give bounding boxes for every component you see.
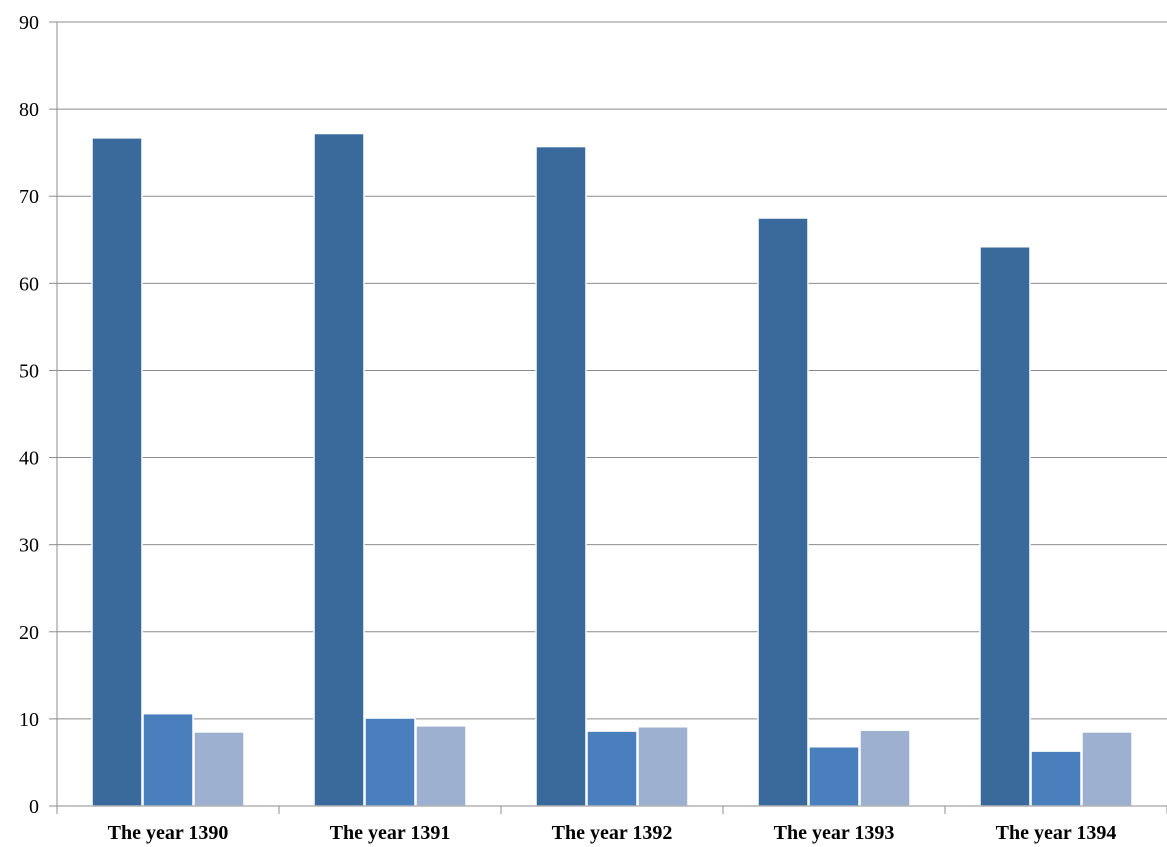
y-tick-label: 10 bbox=[19, 709, 39, 731]
y-tick-labels: 0 10 20 30 40 50 60 70 80 90 bbox=[19, 12, 39, 818]
bar bbox=[193, 731, 245, 807]
y-tick-label: 90 bbox=[19, 12, 39, 34]
x-category-label: The year 1391 bbox=[330, 822, 451, 844]
bar bbox=[313, 132, 365, 807]
axes bbox=[49, 21, 1167, 814]
bar bbox=[91, 137, 143, 807]
bar bbox=[859, 729, 911, 807]
x-category-labels: The year 1390 The year 1391 The year 1392 T… bbox=[108, 822, 1117, 844]
gridlines bbox=[57, 21, 1167, 720]
bar bbox=[637, 725, 689, 807]
bar bbox=[142, 712, 194, 807]
bar bbox=[979, 245, 1031, 807]
bar bbox=[1030, 750, 1082, 807]
y-tick-label: 30 bbox=[19, 535, 39, 557]
bar bbox=[364, 717, 416, 807]
y-tick-label: 80 bbox=[19, 99, 39, 121]
bar bbox=[757, 217, 809, 807]
x-category-label: The year 1392 bbox=[552, 822, 673, 844]
bar bbox=[808, 746, 860, 807]
bar bbox=[1081, 731, 1133, 807]
y-tick-label: 70 bbox=[19, 186, 39, 208]
y-tick-label: 0 bbox=[29, 796, 39, 818]
bar bbox=[535, 145, 587, 807]
x-category-label: The year 1394 bbox=[996, 822, 1117, 844]
bar bbox=[586, 730, 638, 807]
bar bbox=[415, 725, 467, 807]
y-tick-label: 20 bbox=[19, 622, 39, 644]
y-tick-label: 50 bbox=[19, 360, 39, 382]
y-tick-label: 40 bbox=[19, 448, 39, 470]
x-category-label: The year 1393 bbox=[774, 822, 895, 844]
bars bbox=[91, 132, 1133, 807]
y-tick-label: 60 bbox=[19, 273, 39, 295]
x-category-label: The year 1390 bbox=[108, 822, 229, 844]
